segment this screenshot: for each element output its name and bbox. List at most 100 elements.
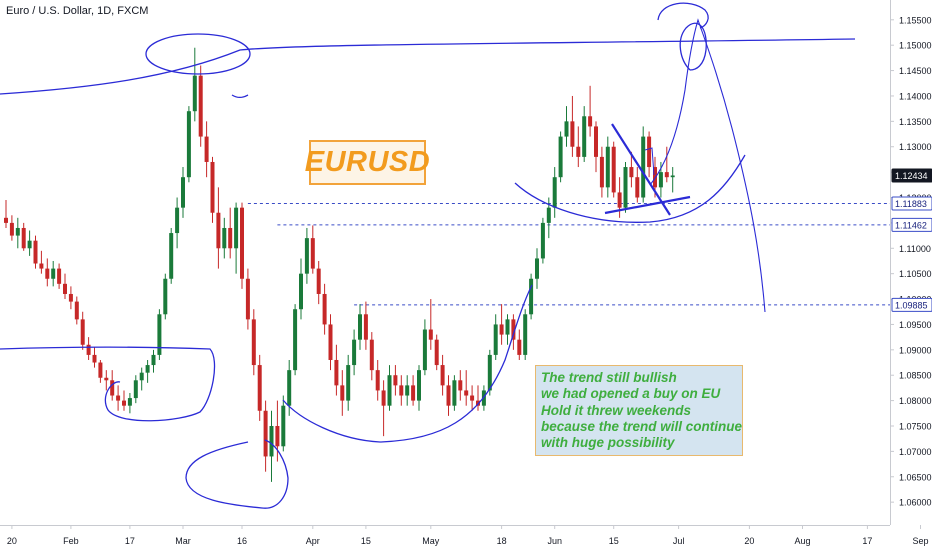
candle bbox=[446, 375, 451, 416]
candle-body bbox=[116, 395, 121, 401]
candle-body bbox=[9, 222, 14, 236]
candle-body bbox=[151, 354, 156, 366]
candle-body bbox=[157, 314, 162, 355]
candle bbox=[440, 354, 445, 396]
level-price-tag bbox=[891, 297, 932, 312]
candle bbox=[216, 187, 221, 269]
candle-body bbox=[328, 324, 333, 360]
candle-body bbox=[470, 395, 475, 401]
chart-title: Euro / U.S. Dollar, 1D, FXCM bbox=[6, 5, 149, 17]
candle bbox=[316, 260, 321, 305]
candle-body bbox=[234, 207, 239, 249]
candle-body bbox=[51, 268, 56, 279]
candle-body bbox=[15, 227, 20, 236]
x-tick-label: Jul bbox=[673, 536, 685, 546]
candle bbox=[257, 354, 262, 421]
candle-body bbox=[74, 301, 79, 320]
candle-body bbox=[316, 268, 321, 294]
x-tick-label: Jun bbox=[547, 536, 562, 546]
level-price-label: 1.11462 bbox=[895, 220, 927, 230]
candle-body bbox=[387, 375, 392, 406]
y-tick-label: 1.10500 bbox=[899, 269, 932, 279]
candle bbox=[222, 217, 227, 259]
triangle-upper bbox=[611, 123, 671, 216]
candle-body bbox=[145, 365, 150, 373]
candle-body bbox=[340, 385, 345, 401]
x-tick-label: 17 bbox=[862, 536, 872, 546]
target-circle bbox=[679, 22, 707, 71]
candle-body bbox=[540, 222, 545, 259]
level-price-label: 1.09885 bbox=[895, 300, 928, 310]
candle-body bbox=[434, 339, 439, 366]
top-circle-tail bbox=[231, 94, 249, 99]
candle-body bbox=[222, 227, 227, 249]
candle-body bbox=[558, 136, 563, 178]
candle bbox=[399, 375, 404, 406]
x-tick-label: 15 bbox=[361, 536, 371, 546]
y-tick-label: 1.08500 bbox=[899, 371, 932, 381]
candle bbox=[582, 106, 587, 162]
candle-body bbox=[33, 240, 38, 264]
candle bbox=[470, 385, 475, 411]
candle bbox=[133, 375, 138, 404]
candle bbox=[80, 311, 85, 350]
candle-body bbox=[334, 359, 339, 386]
candle bbox=[4, 200, 8, 228]
candle-body bbox=[163, 278, 168, 315]
candle-body bbox=[186, 111, 191, 178]
candle bbox=[334, 344, 339, 396]
candle bbox=[358, 304, 362, 350]
y-tick-label: 1.14000 bbox=[899, 91, 932, 101]
price-axis: 1.06000 1.06500 1.07000 1.07500 1.08000 1.085… bbox=[890, 0, 932, 550]
candle bbox=[363, 301, 368, 350]
candle-body bbox=[198, 75, 203, 137]
candle bbox=[617, 177, 622, 218]
candle bbox=[163, 273, 168, 320]
candle bbox=[68, 286, 73, 310]
candle bbox=[240, 202, 244, 289]
candle-body bbox=[493, 324, 498, 355]
y-tick-label: 1.06500 bbox=[899, 472, 932, 482]
candle bbox=[192, 47, 197, 122]
candle bbox=[664, 146, 669, 183]
x-tick-label: 17 bbox=[125, 536, 135, 546]
y-tick-label: 1.13000 bbox=[899, 142, 932, 152]
candle-body bbox=[428, 329, 433, 340]
candle bbox=[387, 365, 392, 411]
candle bbox=[464, 370, 469, 406]
candle bbox=[369, 332, 374, 381]
candle-body bbox=[204, 136, 209, 162]
note-line: Hold it threw weekends bbox=[541, 402, 692, 418]
candle-body bbox=[240, 207, 244, 279]
candle bbox=[328, 314, 333, 371]
candle-body bbox=[21, 227, 26, 249]
y-tick-label: 1.06000 bbox=[899, 498, 932, 508]
candle-body bbox=[381, 390, 386, 406]
candle bbox=[234, 202, 239, 274]
candle bbox=[641, 126, 646, 203]
candle bbox=[181, 167, 185, 218]
candle bbox=[493, 314, 498, 360]
x-tick-label: 16 bbox=[237, 536, 247, 546]
candle-body bbox=[405, 385, 410, 396]
candle-body bbox=[658, 172, 663, 188]
candle bbox=[169, 227, 174, 284]
candle-body bbox=[369, 339, 374, 371]
candle bbox=[104, 370, 109, 391]
x-tick-label: 20 bbox=[7, 536, 17, 546]
candle-body bbox=[487, 354, 492, 391]
y-tick-label: 1.08000 bbox=[899, 396, 932, 406]
candle bbox=[393, 365, 398, 396]
y-tick-label: 1.07500 bbox=[899, 421, 932, 431]
candle bbox=[576, 126, 581, 168]
candle-body bbox=[647, 136, 652, 168]
candle-body bbox=[299, 273, 303, 310]
candle bbox=[411, 375, 416, 406]
candle-body bbox=[281, 405, 286, 447]
y-tick-label: 1.11000 bbox=[899, 244, 931, 254]
horizontal-levels bbox=[247, 202, 890, 306]
candle bbox=[151, 349, 156, 373]
candle-body bbox=[139, 372, 144, 381]
candle-body bbox=[517, 339, 522, 355]
